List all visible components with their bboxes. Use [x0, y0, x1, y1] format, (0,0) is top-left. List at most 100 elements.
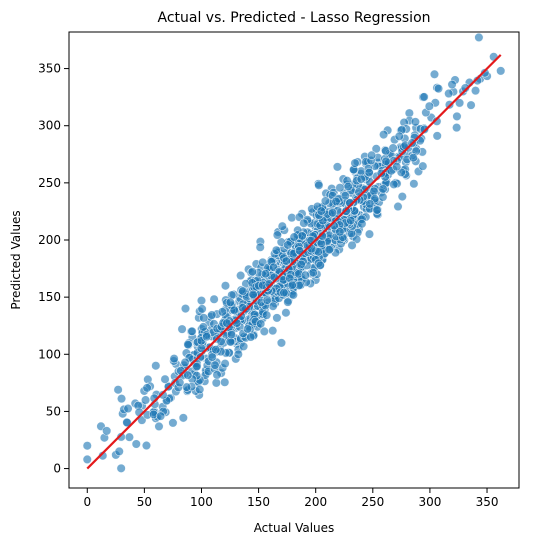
data-point [408, 153, 418, 163]
data-point [381, 156, 391, 166]
data-point [447, 79, 457, 90]
plot-area-frame [68, 31, 520, 489]
x-axis: 0 50 100 150 200 250 300 350 [83, 488, 498, 509]
data-point [372, 205, 382, 215]
data-point [220, 281, 231, 291]
data-point [124, 432, 135, 442]
data-point [177, 324, 187, 334]
data-point [367, 150, 377, 160]
data-point [365, 199, 375, 209]
data-point [327, 208, 338, 218]
data-point [460, 83, 470, 93]
data-point [279, 288, 289, 298]
data-point [394, 131, 404, 141]
reference-line [86, 54, 502, 470]
data-point [207, 352, 217, 362]
data-point [255, 242, 265, 252]
data-point [229, 305, 239, 315]
data-point [335, 183, 345, 193]
data-point [243, 324, 253, 334]
data-point [331, 196, 341, 207]
data-point [276, 338, 287, 348]
data-point [452, 111, 462, 121]
data-point [300, 270, 311, 280]
x-tick-label: 150 [247, 495, 270, 509]
data-point [154, 421, 164, 432]
data-point [444, 88, 454, 99]
data-point [277, 221, 287, 231]
data-point [151, 361, 161, 371]
data-point [340, 191, 350, 201]
x-tick-label: 100 [190, 495, 213, 509]
data-point [371, 144, 381, 154]
y-tick-label: 300 [38, 119, 61, 133]
data-point [341, 206, 351, 216]
data-point [378, 192, 388, 202]
data-point [315, 260, 325, 270]
data-point [82, 454, 92, 465]
data-point [226, 329, 237, 340]
data-point [246, 332, 256, 342]
data-point [283, 297, 293, 307]
data-point [220, 359, 230, 369]
data-point [452, 123, 462, 133]
data-point [272, 230, 282, 240]
data-point [182, 382, 192, 392]
data-point [209, 294, 219, 304]
data-point [281, 308, 291, 318]
data-point [335, 227, 345, 237]
data-point [114, 446, 124, 457]
data-point [357, 219, 367, 229]
x-tick-label: 250 [361, 495, 384, 509]
data-point [178, 413, 188, 423]
reference-line-group [86, 54, 502, 470]
data-point [238, 286, 248, 296]
data-point [262, 295, 272, 305]
data-point [220, 377, 230, 387]
data-point [429, 69, 440, 79]
data-point [410, 117, 420, 127]
data-point [314, 180, 324, 190]
data-point [187, 326, 197, 336]
data-point [397, 191, 407, 202]
data-point [433, 84, 444, 94]
data-point [82, 441, 92, 451]
data-point [168, 418, 178, 428]
data-point [480, 68, 490, 78]
x-tick-label: 50 [137, 495, 152, 509]
data-point [287, 280, 297, 290]
data-point [455, 98, 465, 108]
data-point [474, 32, 484, 43]
data-point [192, 361, 202, 372]
data-point [262, 310, 272, 320]
data-point [195, 384, 205, 395]
data-point [346, 216, 356, 226]
data-point [389, 179, 399, 189]
data-point [217, 307, 227, 317]
data-point [142, 383, 152, 393]
data-point [180, 303, 191, 314]
data-point [419, 124, 430, 134]
data-point [260, 269, 271, 279]
data-point [216, 336, 226, 347]
data-point [281, 256, 291, 266]
data-point [248, 289, 258, 299]
data-point [202, 332, 212, 342]
data-point [122, 417, 132, 427]
data-point [116, 463, 126, 473]
x-tick-label: 350 [476, 495, 499, 509]
data-point [158, 390, 168, 400]
data-point [156, 411, 166, 421]
data-point [320, 196, 331, 206]
data-point [364, 229, 375, 239]
data-point [343, 181, 353, 192]
data-point [256, 319, 266, 329]
data-point [141, 440, 152, 451]
data-point [211, 345, 221, 355]
data-point [116, 394, 127, 404]
data-point [466, 100, 476, 110]
data-point [419, 92, 429, 102]
data-point [392, 162, 402, 172]
data-point [424, 101, 434, 111]
y-tick-label: 350 [38, 62, 61, 76]
